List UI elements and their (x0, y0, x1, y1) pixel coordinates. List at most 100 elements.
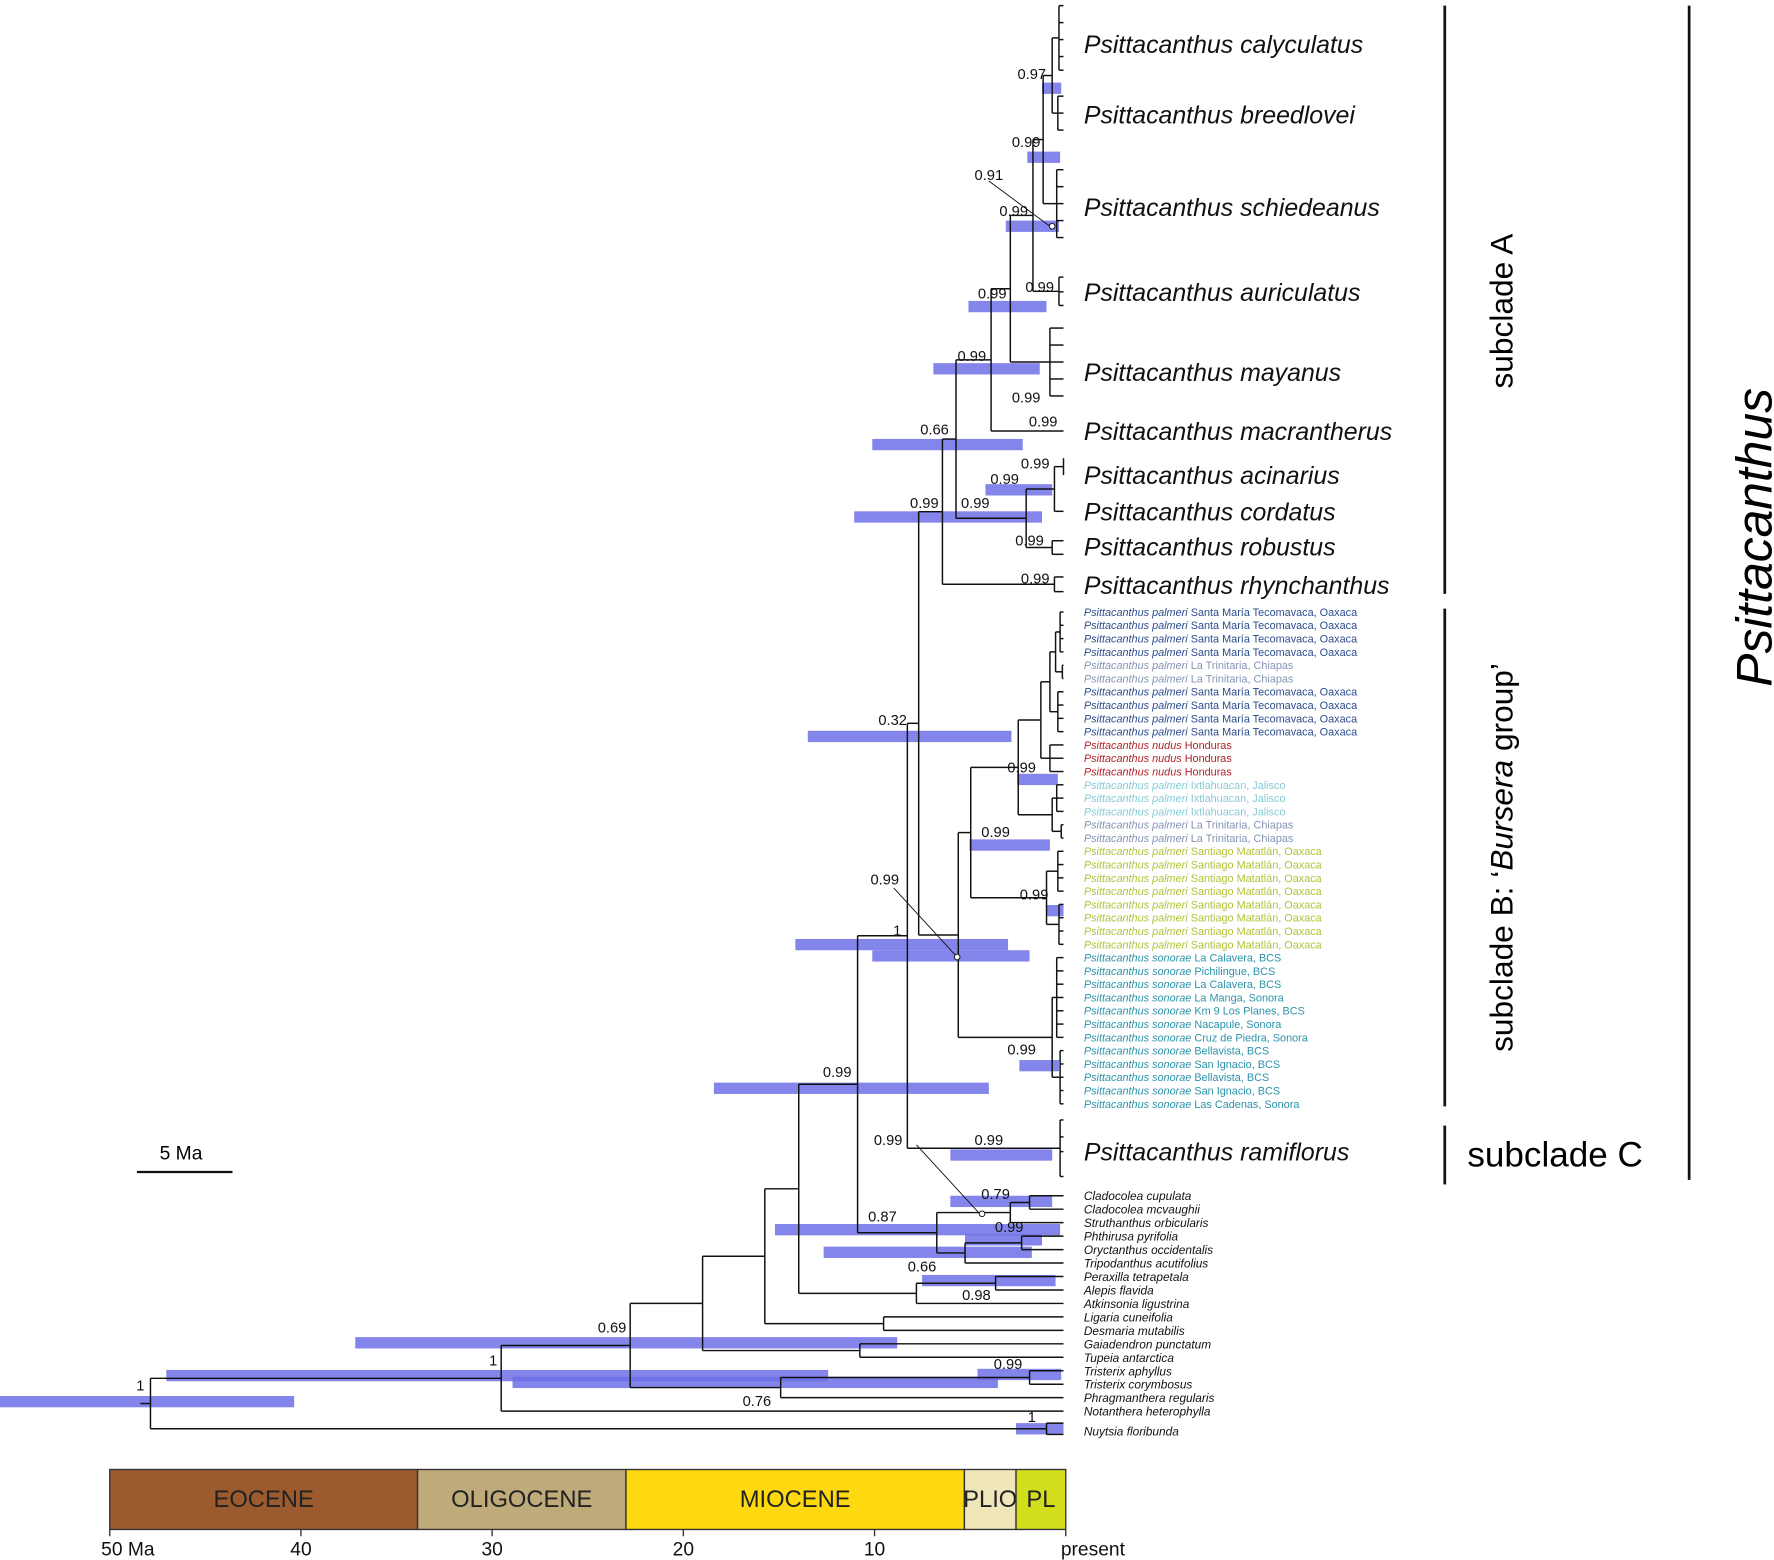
tip-taxon: Psittacanthus palmeri (1084, 700, 1188, 712)
axis-tick-label: 50 Ma (101, 1539, 155, 1560)
hpd-bar (355, 1337, 898, 1349)
tip-labels: Psittacanthus calyculatus Psittacanthus b… (1083, 31, 1392, 1438)
support-leader-line (893, 887, 958, 958)
tip-taxon: Psittacanthus sonorae (1084, 1019, 1191, 1031)
hpd-bar (872, 950, 1030, 962)
support-leader-line (988, 180, 1051, 227)
tip-locality: Santiago Matatlán, Oaxaca (1188, 926, 1323, 938)
support-value: 0.99 (1012, 135, 1041, 151)
tip-taxon: Psittacanthus palmeri (1084, 899, 1188, 911)
tip-label-subclade-b: Psittacanthus palmeri Ixtlahuacan, Jalis… (1084, 793, 1286, 805)
tip-label-subclade-b: Psittacanthus nudus Honduras (1084, 740, 1232, 752)
support-values: 0.970.990.910.990.990.990.990.990.990.66… (136, 67, 1057, 1426)
tip-taxon: Psittacanthus sonorae (1084, 1032, 1191, 1044)
tip-taxon: Psittacanthus sonorae (1084, 1085, 1191, 1097)
axis-tick-label: present (1061, 1539, 1126, 1560)
tip-label-subclade-a: Psittacanthus robustus (1084, 533, 1336, 561)
tip-label-root: Nuytsia floribunda (1084, 1425, 1179, 1439)
support-value: 0.99 (1007, 1042, 1036, 1058)
hpd-bars (0, 82, 1064, 1435)
tip-locality: Santa María Tecomavaca, Oaxaca (1188, 713, 1358, 725)
tip-locality: La Trinitaria, Chiapas (1188, 820, 1294, 832)
tip-label-subclade-a: Psittacanthus mayanus (1084, 359, 1341, 387)
tip-label-outgroup: Notanthera heterophylla (1084, 1405, 1211, 1419)
support-value: 0.99 (1012, 391, 1041, 407)
tip-taxon: Psittacanthus palmeri (1084, 780, 1188, 792)
tip-taxon: Psittacanthus sonorae (1084, 1059, 1191, 1071)
tip-taxon: Psittacanthus palmeri (1084, 833, 1188, 845)
tip-taxon: Psittacanthus sonorae (1084, 1099, 1191, 1111)
tip-label-subclade-b: Psittacanthus sonorae Cruz de Piedra, So… (1084, 1032, 1309, 1044)
hpd-bar (774, 1224, 1061, 1236)
epoch-label: OLIGOCENE (451, 1486, 592, 1513)
epoch-label: PL (1026, 1486, 1055, 1513)
tip-label-outgroup: Alepis flavida (1083, 1283, 1154, 1297)
genus-label: Psittacanthus (1727, 388, 1774, 687)
epoch-label: MIOCENE (740, 1486, 851, 1513)
tip-taxon: Psittacanthus palmeri (1084, 926, 1188, 938)
tip-label-subclade-b: Psittacanthus palmeri Santiago Matatlán,… (1084, 926, 1323, 938)
tip-taxon: Psittacanthus sonorae (1084, 1006, 1191, 1018)
tip-label-subclade-b: Psittacanthus palmeri La Trinitaria, Chi… (1084, 820, 1294, 832)
tip-locality: La Trinitaria, Chiapas (1188, 673, 1294, 685)
hpd-bar (977, 1368, 1062, 1381)
tip-label-outgroup: Desmaria mutabilis (1084, 1324, 1185, 1338)
tip-locality: Cruz de Piedra, Sonora (1191, 1032, 1308, 1044)
tip-locality: La Calavera, BCS (1191, 979, 1281, 991)
subclade-b-prefix: subclade B: ‘ (1484, 871, 1520, 1052)
hpd-bar (985, 484, 1053, 496)
support-value: 0.99 (1029, 414, 1058, 430)
tree-branches (140, 4, 1065, 1436)
tip-taxon: Psittacanthus palmeri (1084, 820, 1188, 832)
tip-taxon: Psittacanthus palmeri (1084, 727, 1188, 739)
tip-label-subclade-b: Psittacanthus palmeri Santa María Tecoma… (1084, 713, 1358, 725)
tip-taxon: Psittacanthus palmeri (1084, 873, 1188, 885)
tip-locality: Santiago Matatlán, Oaxaca (1188, 860, 1323, 872)
tip-label-subclade-b: Psittacanthus palmeri Santiago Matatlán,… (1084, 846, 1323, 858)
axis-tick-label: 10 (864, 1539, 885, 1560)
tip-label-subclade-b: Psittacanthus palmeri La Trinitaria, Chi… (1084, 833, 1294, 845)
tip-label-outgroup: Gaiadendron punctatum (1084, 1337, 1211, 1351)
tip-label-subclade-b: Psittacanthus palmeri Santa María Tecoma… (1084, 727, 1358, 739)
subclade-c-label: subclade C (1467, 1135, 1642, 1174)
tip-locality: San Ignacio, BCS (1191, 1085, 1280, 1097)
tip-locality: Honduras (1182, 753, 1233, 765)
tip-taxon: Psittacanthus palmeri (1084, 607, 1188, 619)
tip-label-subclade-b: Psittacanthus nudus Honduras (1084, 766, 1232, 778)
support-value: 0.97 (1018, 67, 1047, 83)
tip-label-outgroup: Phthirusa pyrifolia (1084, 1230, 1179, 1244)
tip-taxon: Psittacanthus palmeri (1084, 913, 1188, 925)
tip-label-outgroup: Phragmanthera regularis (1084, 1391, 1215, 1405)
tip-locality: Santiago Matatlán, Oaxaca (1188, 913, 1323, 925)
tip-label-subclade-b: Psittacanthus palmeri La Trinitaria, Chi… (1084, 660, 1294, 672)
tip-label-subclade-b: Psittacanthus palmeri Santa María Tecoma… (1084, 620, 1358, 632)
support-value: 0.98 (962, 1288, 991, 1304)
support-value: 0.99 (870, 873, 899, 889)
hpd-bar (807, 730, 1012, 743)
tip-label-subclade-a: Psittacanthus auriculatus (1084, 279, 1361, 307)
tip-locality: Santiago Matatlán, Oaxaca (1188, 886, 1323, 898)
tip-label-subclade-c: Psittacanthus ramiflorus (1084, 1139, 1349, 1167)
tip-label-subclade-b: Psittacanthus sonorae San Ignacio, BCS (1084, 1059, 1280, 1071)
support-value: 0.99 (981, 825, 1010, 841)
tip-taxon: Psittacanthus nudus (1084, 740, 1182, 752)
tip-label-subclade-a: Psittacanthus schiedeanus (1084, 194, 1380, 222)
axis-tick-label: 40 (290, 1539, 311, 1560)
hpd-bar (965, 1234, 1042, 1246)
support-value: 0.99 (995, 1220, 1024, 1236)
tip-label-subclade-b: Psittacanthus nudus Honduras (1084, 753, 1232, 765)
epoch-eocene (109, 1468, 419, 1531)
tip-locality: Bellavista, BCS (1191, 1046, 1269, 1058)
subclade-a-label: subclade A (1484, 233, 1520, 389)
tip-locality: San Ignacio, BCS (1191, 1059, 1280, 1071)
tip-label-subclade-b: Psittacanthus palmeri Santiago Matatlán,… (1084, 886, 1323, 898)
support-value: 0.99 (874, 1133, 903, 1149)
tip-locality: Santa María Tecomavaca, Oaxaca (1188, 700, 1358, 712)
tip-locality: Ixtlahuacan, Jalisco (1188, 780, 1286, 792)
tip-label-subclade-b: Psittacanthus sonorae La Calavera, BCS (1084, 953, 1281, 965)
tip-label-outgroup: Ligaria cuneifolia (1084, 1310, 1173, 1324)
hpd-bar (922, 1274, 1056, 1287)
hpd-bar (969, 839, 1050, 851)
tip-locality: Santiago Matatlán, Oaxaca (1188, 939, 1323, 951)
